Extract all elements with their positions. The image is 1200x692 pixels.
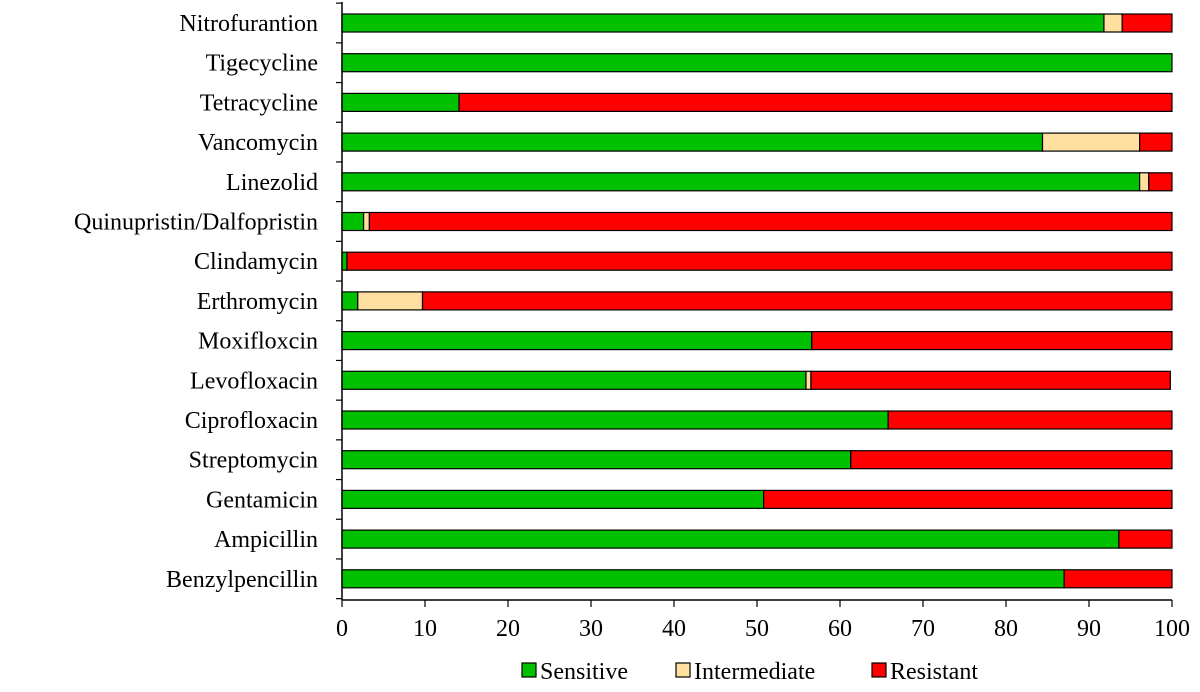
category-label: Nitrofurantion bbox=[179, 11, 318, 37]
x-tick-label: 60 bbox=[828, 616, 852, 642]
bar-segment-sensitive bbox=[341, 370, 807, 390]
bar-segment-intermediate bbox=[1103, 13, 1123, 33]
bar-segment-sensitive bbox=[341, 291, 359, 311]
bar-segment-resistant bbox=[811, 331, 1173, 351]
legend-swatch-sensitive bbox=[521, 662, 537, 678]
category-label: Levofloxacin bbox=[190, 368, 318, 394]
legend-swatch-intermediate bbox=[675, 662, 691, 678]
x-tick-label: 10 bbox=[413, 616, 437, 642]
category-label: Vancomycin bbox=[198, 130, 318, 156]
x-tick-label: 20 bbox=[496, 616, 520, 642]
category-labels: Nitrofurantion Tigecycline Tetracycline Van… bbox=[74, 11, 318, 593]
bar-segment-resistant bbox=[887, 410, 1173, 430]
bar-segment-resistant bbox=[1063, 569, 1173, 589]
x-tick-label: 70 bbox=[911, 616, 935, 642]
bar-segment-sensitive bbox=[341, 529, 1120, 549]
bar-segment-sensitive bbox=[341, 132, 1044, 152]
category-label: Tetracycline bbox=[200, 90, 318, 116]
bar-segment-intermediate bbox=[805, 370, 812, 390]
bar-segment-sensitive bbox=[341, 569, 1065, 589]
category-label: Ciprofloxacin bbox=[185, 408, 318, 434]
bar-segment-intermediate bbox=[1041, 132, 1141, 152]
x-tick-label: 80 bbox=[994, 616, 1018, 642]
bar-segment-resistant bbox=[368, 211, 1173, 232]
category-label: Quinupristin/Dalfopristin bbox=[74, 210, 318, 236]
legend: Sensitive Intermediate Resistant bbox=[521, 659, 978, 685]
x-axis: 0 10 20 30 40 50 60 70 80 90 100 bbox=[336, 2, 1190, 642]
bar-segment-resistant bbox=[1121, 13, 1173, 33]
category-label: Benzylpencillin bbox=[166, 567, 318, 593]
bar-segment-intermediate bbox=[1139, 172, 1150, 192]
bar-segment-resistant bbox=[1148, 172, 1173, 192]
bar-segment-intermediate bbox=[357, 291, 424, 311]
category-label: Streptomycin bbox=[189, 448, 318, 474]
category-label: Ampicillin bbox=[214, 527, 318, 553]
bar-segment-intermediate bbox=[362, 211, 370, 232]
bar-segment-sensitive bbox=[341, 489, 765, 509]
bar-segment-sensitive bbox=[341, 211, 365, 232]
category-label: Erthromycin bbox=[197, 289, 318, 315]
bar-segment-resistant bbox=[421, 291, 1173, 311]
bars-group bbox=[341, 13, 1173, 589]
category-label: Moxifloxcin bbox=[198, 329, 318, 355]
category-label: Gentamicin bbox=[206, 487, 318, 513]
x-tick-label: 0 bbox=[336, 616, 348, 642]
bar-segment-sensitive bbox=[341, 331, 813, 351]
legend-swatch-resistant bbox=[871, 662, 887, 678]
x-tick-label: 100 bbox=[1154, 616, 1190, 642]
bar-segment-resistant bbox=[850, 450, 1173, 470]
bar-segment-resistant bbox=[763, 489, 1173, 509]
category-label: Clindamycin bbox=[194, 249, 318, 275]
x-tick-label: 30 bbox=[579, 616, 603, 642]
legend-label-resistant: Resistant bbox=[890, 659, 978, 685]
bar-segment-sensitive bbox=[341, 53, 1173, 73]
bar-segment-sensitive bbox=[341, 172, 1141, 192]
bar-segment-sensitive bbox=[341, 13, 1105, 33]
bar-segment-resistant bbox=[1118, 529, 1173, 549]
legend-label-intermediate: Intermediate bbox=[694, 659, 815, 685]
bar-segment-resistant bbox=[346, 251, 1173, 271]
x-tick-label: 50 bbox=[745, 616, 769, 642]
category-label: Linezolid bbox=[226, 170, 318, 196]
bar-segment-resistant bbox=[1139, 132, 1173, 152]
bar-segment-sensitive bbox=[341, 450, 852, 470]
category-label: Tigecycline bbox=[206, 51, 318, 77]
x-tick-label: 40 bbox=[662, 616, 686, 642]
bar-segment-resistant bbox=[810, 370, 1171, 390]
bar-segment-sensitive bbox=[341, 92, 460, 113]
bar-segment-sensitive bbox=[341, 410, 889, 430]
legend-label-sensitive: Sensitive bbox=[540, 659, 628, 685]
bar-segment-resistant bbox=[458, 92, 1173, 113]
x-tick-label: 90 bbox=[1077, 616, 1101, 642]
